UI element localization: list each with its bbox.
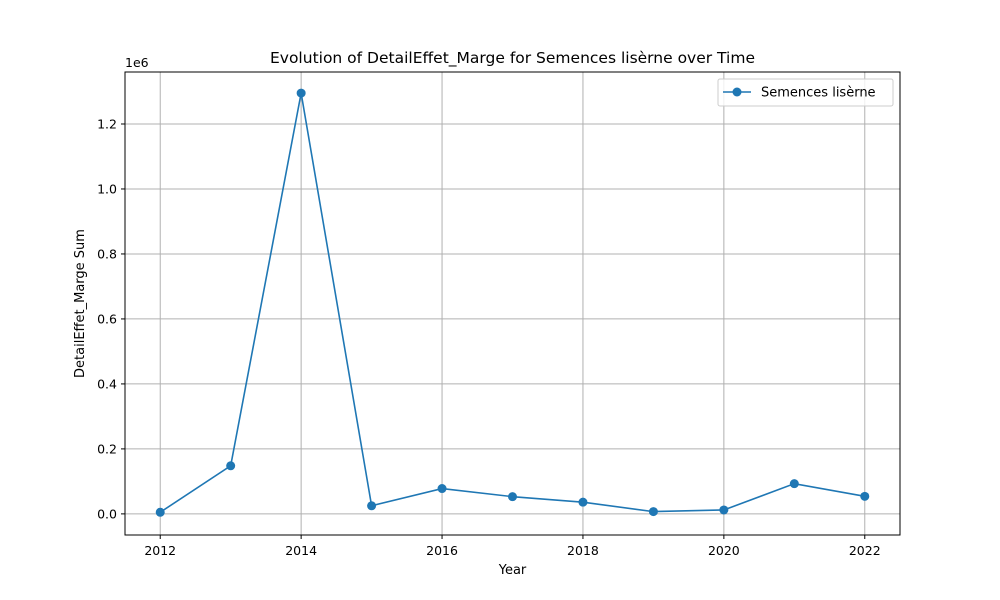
y-tick-label: 0.0 bbox=[97, 506, 117, 521]
y-tick-label: 1.2 bbox=[97, 116, 117, 131]
x-tick-label: 2016 bbox=[426, 543, 458, 558]
data-point bbox=[296, 88, 306, 98]
plot-frame bbox=[124, 71, 901, 536]
legend: Semences lisèrne bbox=[717, 78, 894, 107]
data-point bbox=[578, 497, 588, 507]
y-tick-label: 0.6 bbox=[97, 311, 117, 326]
x-tick-label: 2022 bbox=[849, 543, 881, 558]
x-tick-label: 2020 bbox=[708, 543, 740, 558]
y-axis-label: DetailEffet_Marge Sum bbox=[73, 229, 88, 378]
grid bbox=[125, 72, 900, 535]
y-offset-label: 1e6 bbox=[125, 55, 149, 70]
data-point bbox=[437, 484, 447, 494]
y-tick-label: 0.8 bbox=[97, 246, 117, 261]
x-tick-label: 2014 bbox=[285, 543, 317, 558]
data-point bbox=[226, 461, 236, 471]
y-tick-label: 0.4 bbox=[97, 376, 117, 391]
y-tick-label: 1.0 bbox=[97, 181, 117, 196]
data-point bbox=[155, 507, 165, 517]
ticks: 2012 2014 2016 2018 2020 2022 0.0 0.2 0.4 0.6 0.8 1… bbox=[97, 116, 881, 558]
series-layer bbox=[155, 88, 870, 517]
data-point bbox=[860, 491, 870, 501]
legend-box bbox=[717, 78, 894, 107]
x-tick-label: 2018 bbox=[567, 543, 599, 558]
y-tick-label: 0.2 bbox=[97, 441, 117, 456]
x-tick-label: 2012 bbox=[144, 543, 176, 558]
legend-entry-label: Semences lisèrne bbox=[761, 86, 876, 101]
data-point bbox=[719, 505, 729, 515]
data-point bbox=[508, 492, 517, 502]
x-axis-label: Year bbox=[498, 563, 527, 578]
chart-title: Evolution of DetailEffet_Marge for Semen… bbox=[270, 49, 755, 68]
legend-point-marker bbox=[732, 87, 742, 97]
data-point bbox=[648, 507, 658, 517]
data-point bbox=[367, 501, 377, 511]
data-point bbox=[789, 479, 799, 489]
